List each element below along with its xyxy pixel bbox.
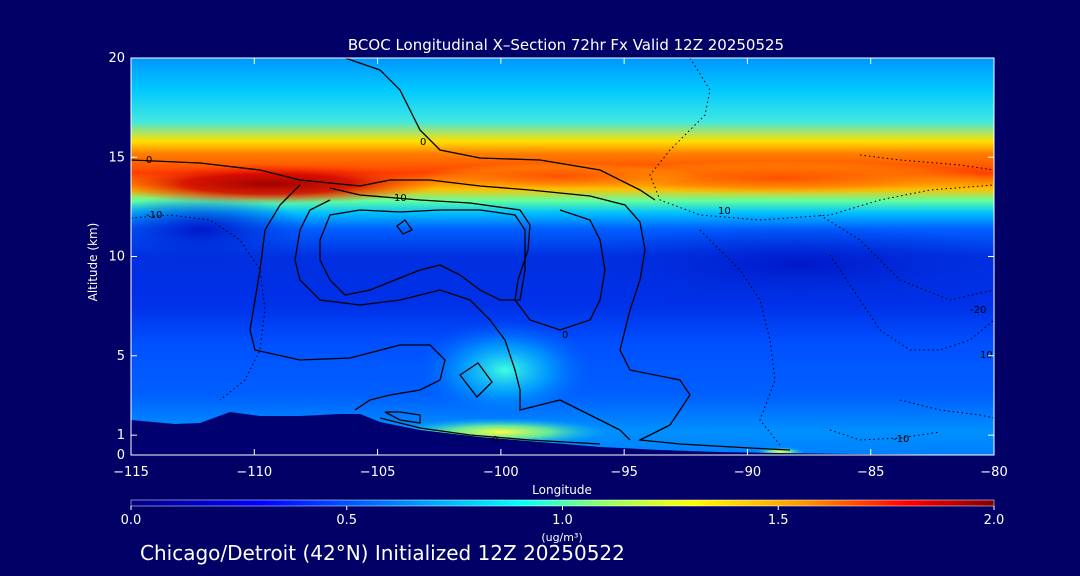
- contour-labels: 0 -10 10 0 0 0 10 -10 10 -20: [146, 137, 993, 446]
- contour-negative-east-3: [829, 254, 994, 351]
- contour-near-surface-2: [384, 411, 421, 424]
- colorbar-unit-label: (ug/m³): [541, 531, 582, 544]
- contour-zero-upper: [344, 58, 656, 201]
- contour-label-10-far-east: 10: [980, 350, 993, 361]
- colorbar-tick-label: 0.5: [336, 513, 357, 528]
- y-tick-label: 20: [108, 51, 125, 66]
- contour-core-loop: [319, 209, 526, 301]
- contour-zero-outer: [131, 159, 791, 451]
- contour-negative-east-4: [859, 154, 994, 171]
- x-tick-label: −110: [236, 465, 272, 480]
- heatmap-midlevel-plume: [415, 320, 595, 420]
- colorbar-tick-label: 1.5: [768, 513, 789, 528]
- heatmap-stratospheric-max: [131, 164, 440, 204]
- heatmap-dark-band-west: [131, 195, 310, 265]
- y-axis-label: Altitude (km): [86, 223, 100, 302]
- x-tick-label: −105: [360, 465, 396, 480]
- y-tick-label: 10: [108, 250, 125, 265]
- contour-near-surface-1: [379, 417, 601, 445]
- x-axis-label: Longitude: [532, 483, 592, 497]
- y-tick-label: 15: [108, 150, 125, 165]
- footer-caption: Chicago/Detroit (42°N) Initialized 12Z 2…: [140, 541, 625, 565]
- contour-label-zero-east: 0: [562, 330, 568, 341]
- contour-label-10-center: 10: [394, 193, 407, 204]
- contour-label-neg20-far-east: -20: [970, 305, 986, 316]
- contours-dotted: [131, 58, 994, 446]
- colorbar-tick-label: 2.0: [984, 513, 1005, 528]
- contour-label-zero-surface: 0: [492, 435, 498, 446]
- contour-label-neg10-east: -10: [893, 434, 909, 445]
- colorbar-tick-label: 0.0: [121, 513, 142, 528]
- colorbar-ticks: 0.0 0.5 1.0 1.5 2.0: [121, 506, 1005, 528]
- x-tick-label: −85: [857, 465, 884, 480]
- x-tick-label: −80: [980, 465, 1007, 480]
- terrain: [131, 412, 994, 455]
- contour-west-loop: [249, 184, 446, 411]
- x-tick-label: −115: [113, 465, 149, 480]
- heatmap-dark-band-east: [570, 225, 994, 305]
- contour-inner-loop: [294, 199, 631, 441]
- contour-small-loop-1: [396, 219, 413, 235]
- contour-negative-east-1: [699, 229, 781, 446]
- contour-negative-top: [649, 58, 994, 221]
- x-tick-label: −90: [734, 465, 761, 480]
- contour-label-zero-west: 0: [146, 155, 152, 166]
- contour-negative-east-2: [819, 214, 994, 301]
- contour-label-zero-upper: 0: [420, 137, 426, 148]
- y-tick-label: 0: [117, 448, 125, 463]
- x-axis: −115 −110 −105 −100 −95 −90 −85 −80: [113, 58, 1008, 480]
- y-tick-label: 1: [117, 428, 125, 443]
- y-tick-label: 5: [117, 349, 125, 364]
- contour-small-loop-2: [459, 362, 493, 398]
- chart-title: BCOC Longitudinal X–Section 72hr Fx Vali…: [348, 36, 784, 54]
- colorbar: [130, 499, 995, 507]
- contour-label-neg10-west: -10: [146, 210, 162, 221]
- x-tick-label: −100: [483, 465, 519, 480]
- heatmap-stratospheric-orange-mid: [420, 163, 700, 189]
- plot-area: 0 -10 10 0 0 0 10 -10 10 -20: [131, 58, 994, 455]
- contours-solid: [131, 58, 791, 451]
- contour-label-10-east: 10: [718, 206, 731, 217]
- x-tick-label: −95: [610, 465, 637, 480]
- colorbar-tick-label: 1.0: [552, 513, 573, 528]
